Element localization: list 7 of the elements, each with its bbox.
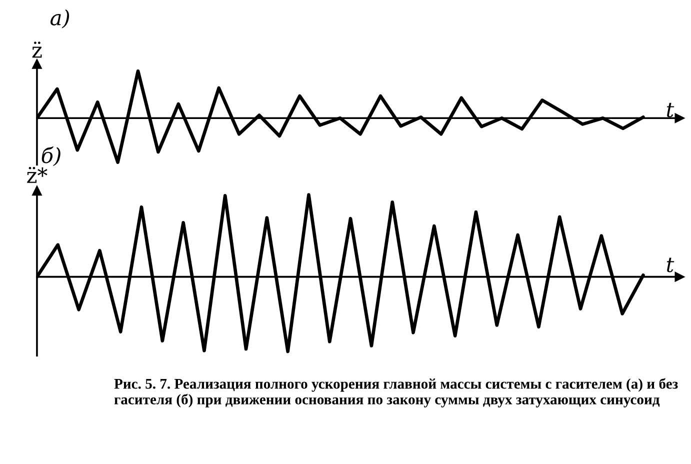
chart-title: б) (42, 146, 60, 166)
y-axis-title: z̈ (32, 42, 42, 58)
x-axis-title: t (666, 102, 674, 118)
text: Рис. 5. 7. Реализация полного ускорения главной массы системы с гасителем (а) и без гасителя (б) при движении основания по закону суммы двух затухающих синусоид (114, 378, 678, 408)
x-axis-title: t (666, 258, 674, 272)
y-axis-title: z̈* (27, 166, 48, 183)
chart-title: а) (50, 9, 70, 28)
